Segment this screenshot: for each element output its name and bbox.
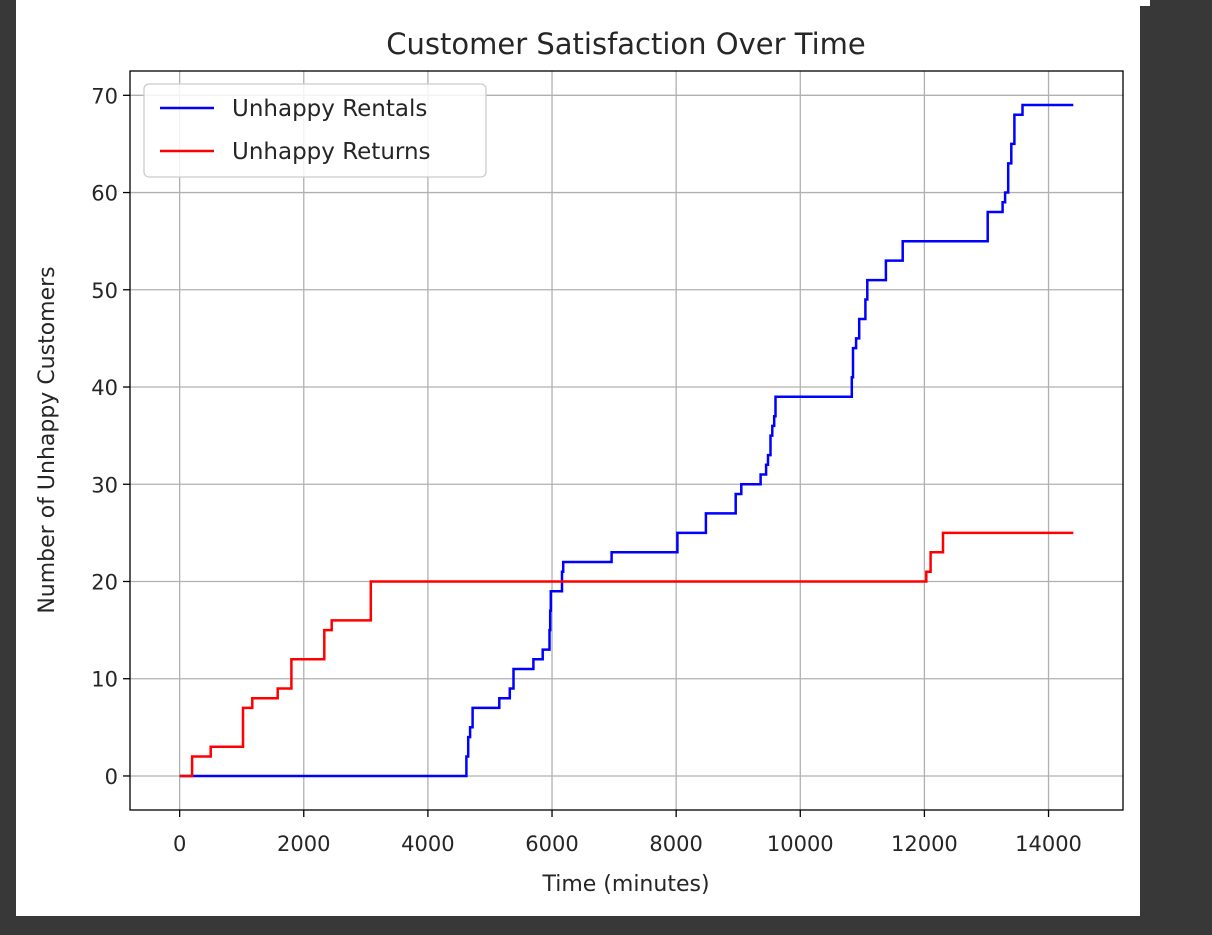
- y-tick-label: 70: [91, 84, 118, 108]
- y-tick-label: 40: [91, 376, 118, 400]
- plot-frame: [129, 70, 1124, 811]
- series-lines: [179, 103, 1074, 778]
- y-tick-label: 20: [91, 570, 118, 594]
- y-tick-label: 50: [91, 279, 118, 303]
- legend: Unhappy Rentals Unhappy Returns: [143, 83, 487, 178]
- y-axis-label: Number of Unhappy Customers: [35, 266, 60, 613]
- series-line-unhappy-rentals: [179, 103, 1074, 778]
- series-line-unhappy-returns: [179, 531, 1074, 778]
- x-axis-label: Time (minutes): [541, 872, 709, 897]
- x-tick-label: 0: [173, 832, 186, 856]
- legend-box: [143, 83, 487, 178]
- legend-label-unhappy-returns: Unhappy Returns: [232, 139, 431, 165]
- y-tick-label: 0: [105, 765, 118, 789]
- x-tick-label: 6000: [525, 832, 578, 856]
- legend-label-unhappy-rentals: Unhappy Rentals: [232, 96, 427, 122]
- y-tick-label: 60: [91, 182, 118, 206]
- x-tick-label: 10000: [767, 832, 834, 856]
- y-axis-ticks: 0 10 20 30 40 50 60 70: [91, 84, 130, 789]
- y-tick-label: 30: [91, 473, 118, 497]
- x-tick-label: 14000: [1015, 832, 1082, 856]
- x-axis-ticks: 0 2000 4000 6000 8000 10000 12000 14000: [173, 810, 1082, 856]
- x-tick-label: 8000: [649, 832, 702, 856]
- x-tick-label: 4000: [401, 832, 454, 856]
- top-strip: [1140, 0, 1150, 6]
- x-tick-label: 2000: [277, 832, 330, 856]
- y-tick-label: 10: [91, 668, 118, 692]
- x-tick-label: 12000: [891, 832, 958, 856]
- chart-title: Customer Satisfaction Over Time: [386, 27, 865, 61]
